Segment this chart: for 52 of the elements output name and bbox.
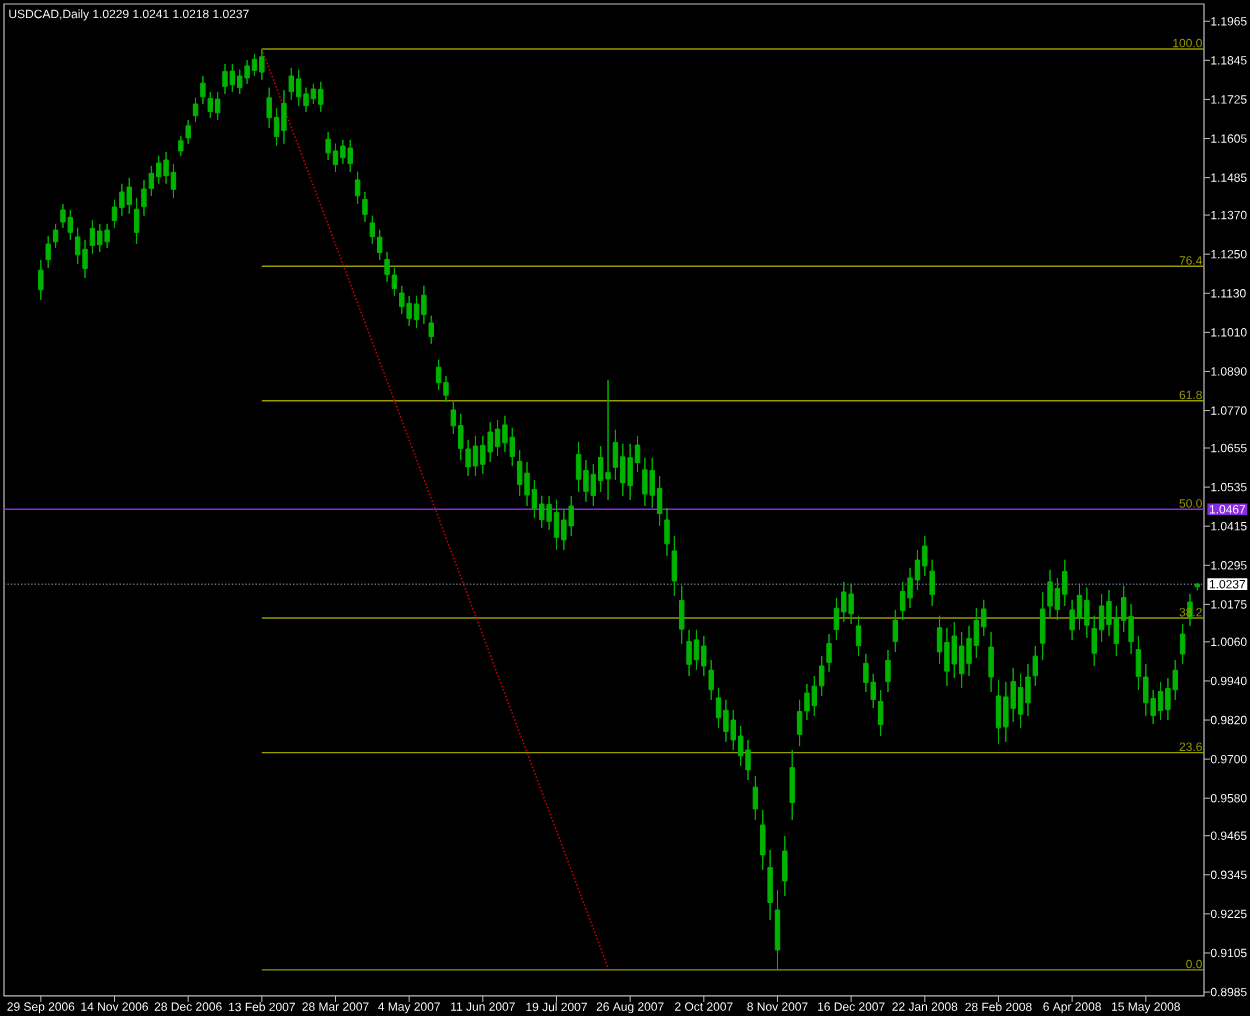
candlestick	[251, 53, 258, 77]
candlestick	[885, 649, 891, 693]
candlestick	[259, 48, 265, 81]
candlestick	[701, 635, 707, 677]
candlestick	[811, 675, 818, 717]
candlestick	[995, 679, 1002, 745]
candlestick	[97, 223, 103, 253]
candlestick	[104, 223, 110, 249]
candlestick	[782, 835, 788, 897]
candlestick	[929, 559, 935, 607]
candlestick	[89, 219, 96, 255]
candlestick	[1194, 582, 1201, 591]
candlestick	[310, 83, 317, 105]
candlestick	[45, 235, 51, 269]
candlestick	[318, 81, 324, 113]
candlestick	[126, 177, 132, 215]
candlestick	[877, 689, 884, 737]
candlestick	[774, 889, 781, 971]
candlestick	[789, 749, 795, 821]
candlestick	[222, 63, 228, 95]
candlestick	[693, 629, 700, 671]
candlestick	[340, 139, 346, 165]
candlestick	[229, 63, 236, 93]
candlestick	[605, 379, 611, 501]
candlestick	[67, 209, 74, 241]
candlestick	[214, 91, 221, 121]
candlestick	[708, 659, 714, 701]
candlestick	[752, 775, 759, 821]
candlestick	[553, 499, 560, 551]
candlestick	[642, 457, 648, 507]
candlestick	[354, 171, 361, 205]
candlestick	[178, 135, 184, 157]
candlestick	[192, 97, 199, 123]
candlestick	[133, 197, 140, 245]
candlestick	[369, 215, 376, 245]
candlestick	[679, 585, 685, 645]
candlestick	[627, 443, 633, 501]
candlestick	[295, 69, 302, 107]
candlestick	[892, 609, 899, 653]
candlestick	[855, 615, 862, 657]
candlestick	[38, 259, 44, 301]
candlestick	[686, 629, 692, 677]
candlestick	[347, 139, 353, 173]
candlestick	[185, 119, 191, 145]
candlestick	[1157, 681, 1164, 721]
candlestick	[362, 191, 368, 223]
candlestick	[472, 435, 479, 477]
candlestick	[988, 631, 994, 693]
candlestick	[494, 419, 501, 457]
candlestick	[848, 583, 854, 625]
candlestick	[52, 223, 59, 249]
candlestick	[1179, 623, 1186, 665]
